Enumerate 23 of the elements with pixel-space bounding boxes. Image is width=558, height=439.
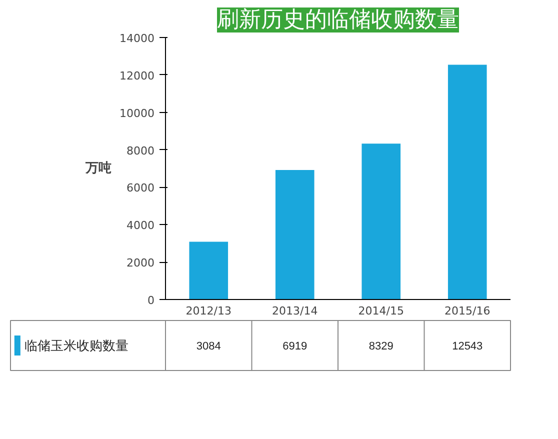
y-tick-label: 6000 [126, 182, 155, 195]
y-tick-label: 10000 [120, 106, 155, 120]
y-tick-label: 4000 [126, 219, 155, 232]
data-label: 12543 [452, 340, 483, 352]
x-tick-label: 2015/16 [444, 304, 490, 318]
x-tick-label: 2013/14 [272, 304, 318, 318]
data-label: 8329 [368, 340, 394, 352]
y-tick-label: 0 [148, 294, 154, 307]
x-tick-label: 2014/15 [358, 304, 404, 318]
chart-title: 刷新历史的临储收购数量 [217, 8, 459, 32]
y-tick-label: 2000 [126, 256, 155, 270]
legend-label: 临储玉米收购数量 [24, 338, 128, 353]
data-label: 6919 [282, 340, 308, 352]
y-tick-label: 8000 [126, 144, 155, 158]
y-axis-title: 万吨 [84, 161, 112, 176]
y-tick-label: 12000 [120, 69, 155, 82]
x-tick-label: 2012/13 [186, 304, 232, 318]
bar [448, 64, 487, 300]
bar [189, 242, 228, 300]
bar [362, 144, 401, 300]
y-tick-label: 14000 [120, 32, 155, 45]
bar [275, 170, 314, 300]
data-label: 3084 [196, 340, 221, 352]
